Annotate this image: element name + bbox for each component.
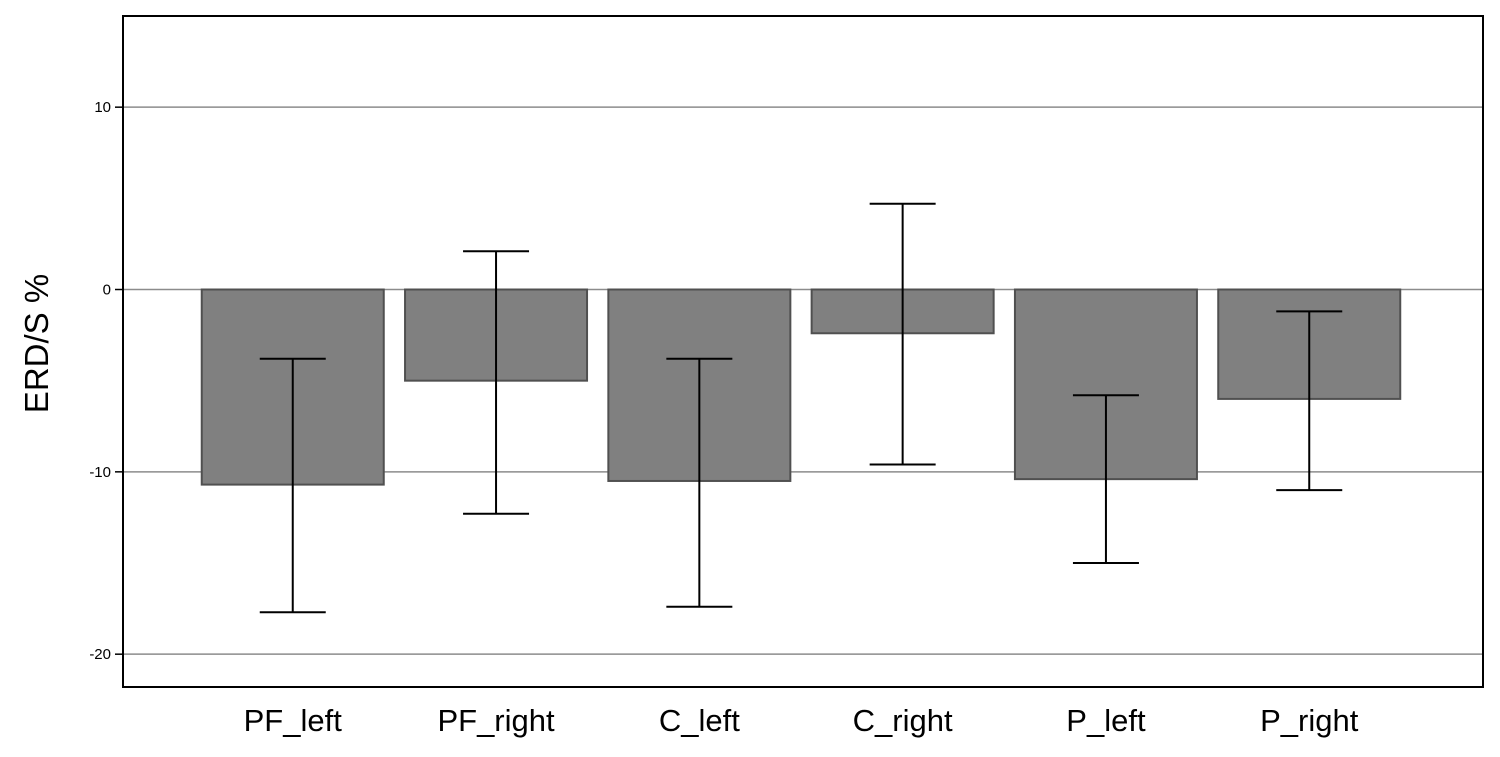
x-category-label: P_right	[1260, 703, 1359, 738]
error-bar-p-left	[1072, 394, 1139, 565]
error-bar-pf-left	[259, 357, 326, 614]
y-tick-label: -10	[89, 464, 111, 481]
error-bar-c-left	[666, 357, 733, 608]
y-axis-title: ERD/S %	[18, 274, 55, 413]
x-category-label: P_left	[1066, 703, 1146, 738]
x-category-label: PF_right	[437, 703, 555, 738]
error-bar-pf-right	[463, 250, 530, 515]
y-tick-label: 10	[94, 99, 111, 116]
y-axis-ticks: 10 0 -10 -20	[89, 99, 123, 663]
y-tick-label: 0	[103, 282, 111, 299]
plot-frame	[122, 15, 1484, 688]
x-axis-labels: PF_left PF_right C_left C_right P_left P_righ…	[244, 703, 1359, 738]
bars	[200, 288, 1402, 486]
x-category-label: C_left	[659, 703, 740, 738]
error-bars	[259, 202, 1343, 614]
x-category-label: C_right	[853, 703, 953, 738]
x-category-label: PF_left	[244, 703, 343, 738]
error-bar-p-right	[1276, 310, 1343, 492]
y-tick-label: -20	[89, 646, 111, 663]
error-bar-c-right	[869, 202, 936, 466]
